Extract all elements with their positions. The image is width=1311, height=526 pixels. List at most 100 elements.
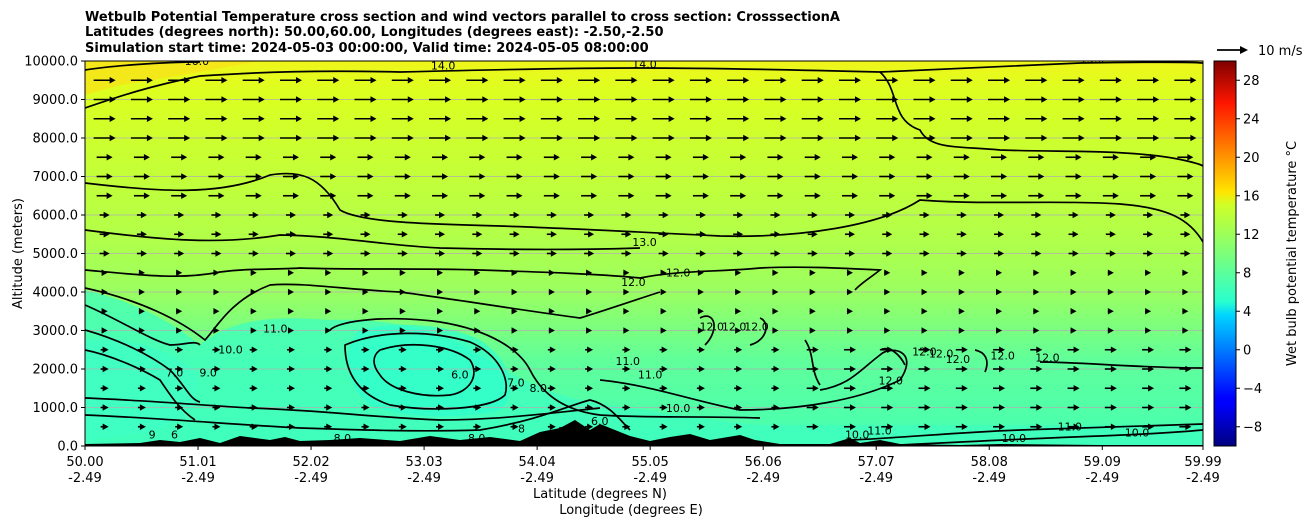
contour-label: 12.0 [744, 321, 769, 334]
wind-vector [137, 404, 146, 411]
wind-vector [391, 77, 414, 84]
wind-vector [1099, 77, 1122, 84]
wind-vector [727, 77, 750, 84]
contour-label: 11.0 [867, 424, 892, 437]
wind-vector [474, 327, 481, 334]
wind-vector [1033, 308, 1040, 315]
wind-vector [734, 404, 743, 411]
contour-label: 10.0 [1125, 426, 1150, 439]
wind-vector [242, 134, 265, 142]
wind-vector [362, 288, 369, 296]
wind-vector [950, 96, 973, 103]
wind-vector [437, 308, 444, 315]
wind-vector [1102, 154, 1119, 161]
wind-vector [876, 77, 899, 84]
wind-vector [1105, 250, 1116, 257]
wind-vector [1030, 385, 1043, 392]
wind-vector [320, 173, 337, 180]
quiver-key-label: 10 m/s [1258, 44, 1303, 59]
wind-vector [806, 404, 819, 411]
wind-vector [436, 385, 445, 392]
wind-vector [1033, 288, 1040, 296]
wind-vector [398, 365, 407, 373]
wind-vector [1067, 365, 1080, 373]
contour-label: 7.0 [507, 376, 525, 389]
wind-vector [510, 404, 519, 411]
colorbar-tick-label: 16 [1243, 189, 1260, 204]
contour-label: 15.0 [1080, 53, 1105, 66]
wind-vector [844, 231, 855, 238]
wind-vector [437, 327, 444, 334]
wind-vector [1107, 269, 1114, 276]
wind-vector [435, 231, 446, 238]
wind-vector [1145, 269, 1152, 276]
wind-vector [585, 385, 594, 392]
wind-vector [249, 385, 258, 392]
wind-vector [846, 308, 853, 315]
wind-vector [137, 365, 146, 373]
wind-vector [547, 404, 556, 411]
wind-vector [1143, 250, 1154, 257]
warm-region-top [85, 61, 260, 95]
wind-vector [354, 77, 377, 84]
wind-vector [696, 404, 705, 411]
y-tick-label: 6000.0 [33, 209, 79, 224]
wind-vector [503, 77, 526, 84]
wind-vector [771, 385, 780, 392]
wind-vector [1104, 346, 1117, 353]
wind-vector [988, 115, 1011, 122]
wind-vector [279, 134, 302, 142]
wind-vector [622, 365, 631, 373]
wind-vector [586, 308, 593, 315]
y-tick-label: 2000.0 [33, 363, 79, 378]
wind-vector [916, 192, 933, 199]
wind-vector [391, 96, 414, 103]
wind-vector [735, 269, 742, 276]
contour-label: 11.0 [616, 355, 641, 368]
wind-vector [509, 250, 520, 257]
wind-vector [547, 385, 556, 392]
wind-vector [958, 308, 965, 315]
wind-vector [357, 173, 374, 180]
wind-vector [1062, 77, 1085, 84]
wind-vector [100, 346, 109, 353]
wind-vector [429, 96, 452, 103]
wind-vector [1104, 385, 1117, 392]
wind-vector [660, 308, 667, 315]
gridlines [85, 61, 1203, 446]
wind-vector [100, 423, 109, 430]
wind-vector [913, 115, 936, 122]
wind-vector [846, 327, 853, 334]
wind-vector [621, 231, 632, 238]
wind-vector [248, 231, 259, 238]
x-tick-label-lat: 56.06 [745, 455, 782, 470]
wind-vector [130, 115, 153, 122]
wind-vector [882, 250, 893, 257]
wind-vector [1099, 134, 1122, 142]
wind-vector [503, 134, 526, 142]
wind-vector [285, 250, 296, 257]
wind-vector [730, 192, 747, 199]
wind-vector [325, 327, 332, 334]
colorbar-label: Wet bulb potential temperature °C [1285, 141, 1300, 366]
wind-vector [1107, 308, 1114, 315]
wind-vector [1142, 404, 1155, 411]
wind-vector [994, 211, 1005, 219]
wind-vector [93, 115, 116, 122]
wind-vector [282, 192, 299, 199]
wind-vector [1031, 211, 1042, 219]
wind-vector [324, 385, 333, 392]
wind-vector [1142, 423, 1155, 430]
wind-vector [137, 385, 146, 392]
wind-vector [993, 404, 1006, 411]
wind-vector [1030, 404, 1043, 411]
wind-vector [474, 269, 481, 276]
wind-vector [1179, 346, 1192, 353]
wind-vector [771, 346, 780, 353]
x-tick-label-lon: -2.49 [746, 471, 780, 486]
wind-vector [138, 269, 145, 276]
wind-vector [1140, 154, 1157, 161]
wind-vector [843, 423, 856, 430]
wind-vector [879, 192, 896, 199]
wind-vector [767, 173, 784, 180]
